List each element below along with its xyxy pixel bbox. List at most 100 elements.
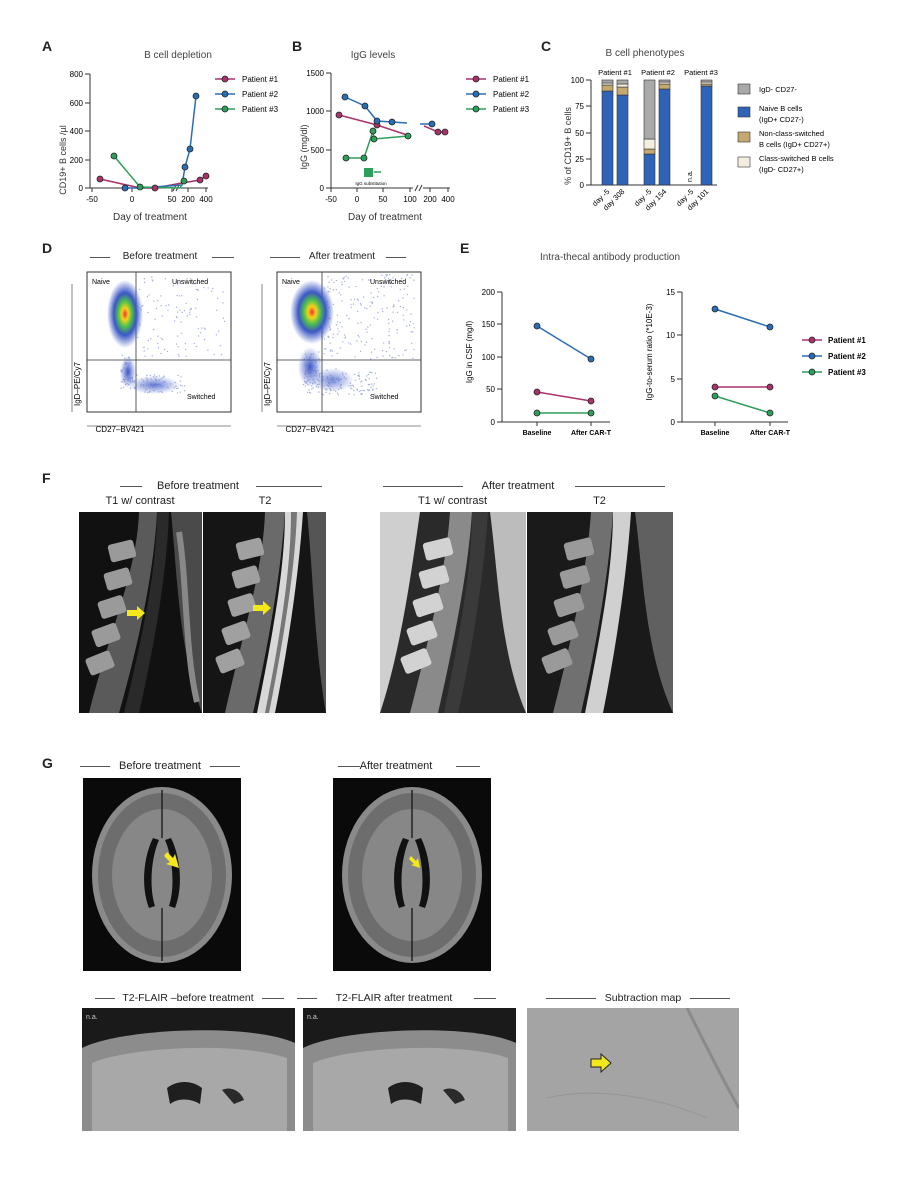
flow-ylabel: IgD–PE/Cy7 — [263, 361, 272, 406]
panel-letter-b: B — [292, 38, 303, 54]
panel-letter-a: A — [42, 38, 53, 54]
f-before-title: Before treatment — [157, 480, 239, 492]
data-point — [181, 163, 189, 171]
tick: 0 — [580, 181, 585, 190]
bar-cs — [601, 82, 614, 86]
na-label: n.a. — [307, 1014, 319, 1021]
g-flair-before-title: T2-FLAIR –before treatment — [122, 992, 254, 1004]
quadrant-naive: Naive — [282, 279, 300, 286]
mri-flair-after: n.a. — [303, 1008, 516, 1131]
f-t1-before-label: T1 w/ contrast — [105, 495, 175, 507]
data-point — [711, 305, 719, 313]
legend-item: Class-switched B cells — [759, 154, 834, 163]
tick: 100 — [482, 353, 496, 362]
legend-item: Naive B cells — [759, 104, 803, 113]
legend-item: Patient #1 — [493, 75, 530, 84]
bar-naive — [601, 90, 614, 186]
tick: 200 — [482, 288, 496, 297]
data-point — [766, 383, 774, 391]
tick: -50 — [86, 195, 98, 204]
bar-cs — [658, 81, 671, 85]
data-point — [342, 154, 350, 162]
tick: 50 — [168, 195, 177, 204]
igg-substitution-label: IgG substitution — [355, 181, 387, 186]
legend-item: Patient #1 — [828, 336, 866, 345]
tick: 0 — [671, 418, 676, 427]
panel-letter-c: C — [541, 38, 552, 54]
bar-ncs — [601, 84, 614, 92]
flow-xlabel: CD27–BV421 — [286, 425, 335, 434]
bar-naive — [643, 153, 656, 186]
mri-spine-t1-after — [380, 512, 526, 713]
chart-c: B cell phenotypes % of CD19+ B cells 0 2… — [563, 48, 834, 212]
data-point — [136, 183, 144, 191]
data-point — [341, 93, 349, 101]
tick: 0 — [79, 184, 84, 193]
tick: 200 — [181, 195, 195, 204]
data-point — [766, 323, 774, 331]
bar-dn — [700, 79, 713, 83]
tick: 400 — [70, 127, 84, 136]
quadrant-switched: Switched — [370, 394, 399, 401]
data-point — [388, 118, 396, 126]
tick: 15 — [666, 288, 675, 297]
tick: 75 — [575, 102, 584, 111]
data-point — [711, 383, 719, 391]
bar-ncs — [658, 83, 671, 90]
tick: 50 — [486, 385, 495, 394]
bar-cs — [700, 81, 713, 85]
data-point — [110, 152, 118, 160]
quadrant-unswitched: Unswitched — [370, 279, 406, 286]
bar-dn — [658, 79, 671, 83]
chart-e-title: Intra-thecal antibody production — [539, 252, 681, 263]
g-after-title: After treatment — [359, 760, 433, 772]
tick: 50 — [379, 195, 388, 204]
chart-e-left-ylabel: IgG in CSF (mg/l) — [465, 321, 474, 384]
data-point — [361, 102, 369, 110]
bar-dn — [643, 79, 656, 140]
bar-ncs — [616, 86, 629, 96]
chart-a-ylabel: CD19+ B cells /µl — [58, 125, 68, 194]
lesion-arrow-icon — [127, 606, 145, 620]
chart-b-xlabel: Day of treatment — [348, 212, 422, 223]
chart-b-ylabel: IgG (mg/dl) — [299, 124, 309, 169]
legend-item: Patient #2 — [242, 90, 279, 99]
tick: 10 — [666, 331, 675, 340]
quadrant-unswitched: Unswitched — [172, 279, 208, 286]
data-point — [587, 355, 595, 363]
group-label: Patient #3 — [684, 68, 718, 77]
flow-after-title: After treatment — [308, 251, 376, 262]
data-point — [360, 154, 368, 162]
lesion-arrow-icon — [590, 1052, 612, 1074]
mri-flair-before: n.a. — [82, 1008, 295, 1131]
legend-item: Patient #3 — [493, 105, 530, 114]
chart-c-ylabel: % of CD19+ B cells — [563, 107, 573, 185]
na-label: n.a. — [687, 170, 694, 182]
tick: 5 — [671, 375, 676, 384]
legend-item: B cells (IgD+ CD27+) — [759, 140, 830, 149]
g-flair-after-title: T2-FLAIR after treatment — [335, 992, 453, 1004]
chart-e-left: IgG in CSF (mg/l) 0 50 100 150 200 Basel… — [465, 288, 612, 437]
tick: 0 — [355, 195, 360, 204]
panel-letter-e: E — [460, 240, 470, 256]
panel-letter-f: F — [42, 470, 51, 486]
flow-before-title: Before treatment — [122, 251, 198, 262]
g-before-title: Before treatment — [119, 760, 201, 772]
legend-item: Patient #1 — [242, 75, 279, 84]
chart-b-title: IgG levels — [351, 50, 395, 61]
na-label: n.a. — [86, 1014, 98, 1021]
data-point — [533, 409, 541, 417]
tick: After CAR-T — [571, 430, 612, 437]
bar-ncs — [700, 83, 713, 87]
bar-dn — [616, 79, 629, 85]
data-point — [533, 322, 541, 330]
chart-a: B cell depletion CD19+ B cells /µl Day o… — [58, 50, 279, 223]
legend-item: Non-class-switched — [759, 129, 824, 138]
data-point — [369, 127, 377, 135]
data-point — [373, 117, 381, 125]
flow-plot-after: Naive Unswitched Switched IgD–PE/Cy7 CD2… — [261, 271, 422, 434]
data-point — [587, 409, 595, 417]
data-point — [335, 111, 343, 119]
f-t2-before-label: T2 — [258, 495, 272, 507]
tick: 400 — [199, 195, 213, 204]
